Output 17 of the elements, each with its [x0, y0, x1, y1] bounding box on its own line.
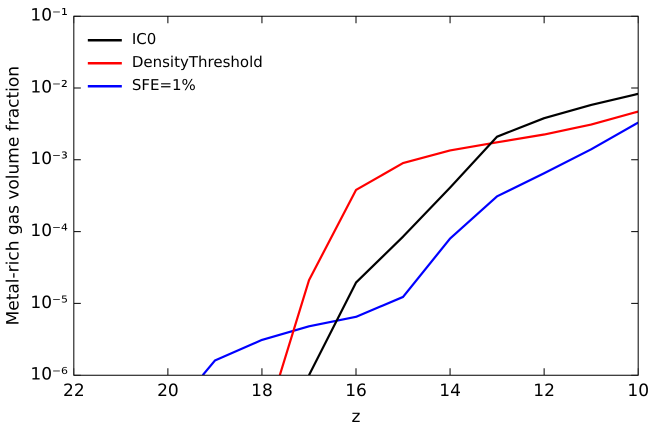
y-tick-label: 10⁻⁴ — [30, 221, 68, 242]
legend-label: IC0 — [132, 30, 156, 48]
x-axis-title: z — [352, 407, 361, 428]
x-tick-label: 18 — [251, 380, 273, 401]
legend-label: SFE=1% — [132, 76, 196, 94]
y-tick-label: 10⁻⁵ — [30, 292, 68, 313]
x-tick-label: 22 — [63, 380, 85, 401]
legend-label: DensityThreshold — [132, 53, 263, 72]
y-axis-title: Metal-rich gas volume fraction — [4, 66, 24, 326]
x-tick-label: 10 — [627, 380, 650, 401]
y-tick-label: 10⁻² — [30, 77, 68, 98]
y-tick-label: 10⁻¹ — [30, 6, 68, 26]
x-tick-label: 20 — [157, 380, 179, 401]
x-tick-label: 12 — [533, 380, 555, 401]
x-tick-label: 16 — [345, 380, 367, 401]
y-tick-label: 10⁻³ — [30, 149, 68, 170]
x-tick-label: 14 — [439, 380, 461, 401]
